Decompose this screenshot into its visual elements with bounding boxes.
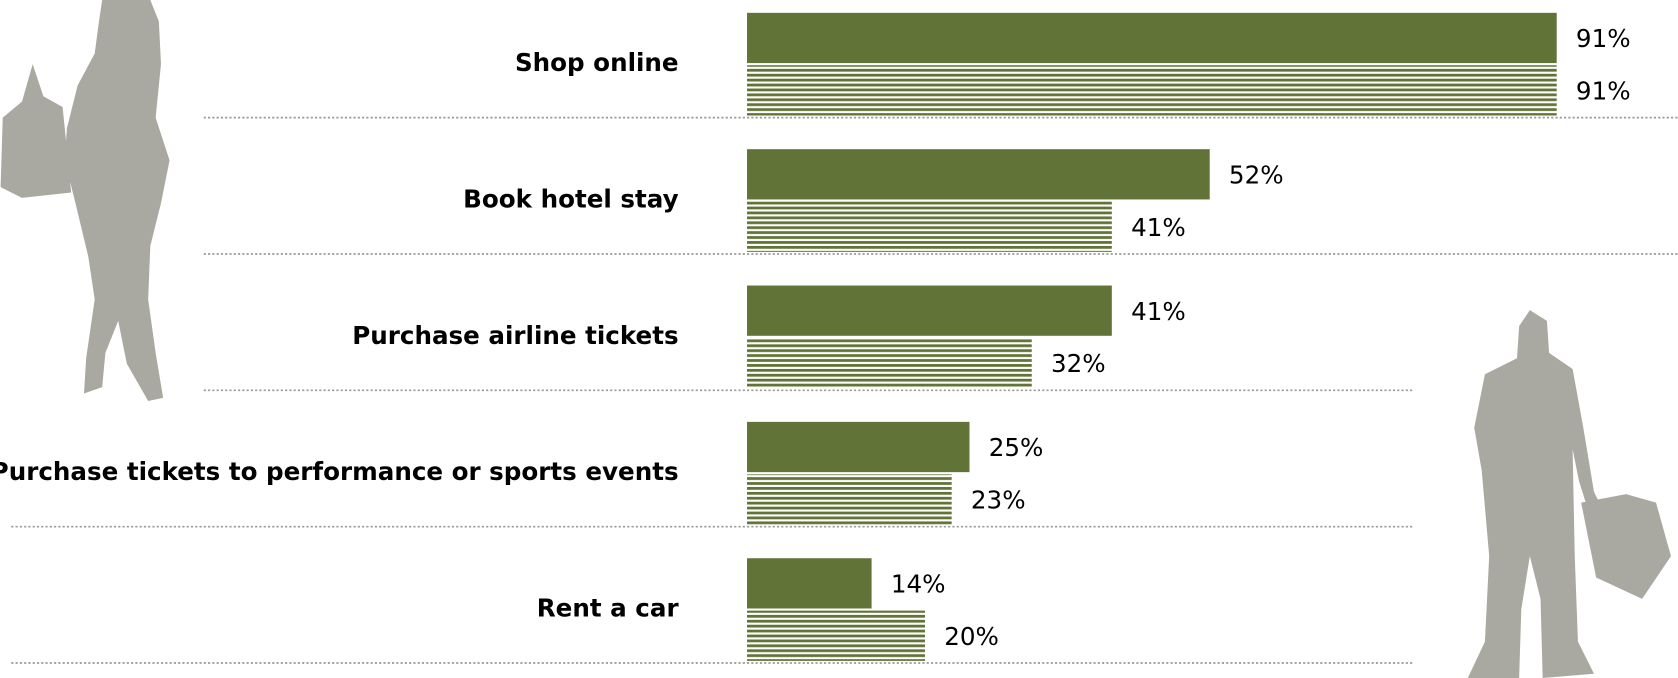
bar [747, 474, 952, 525]
value-label: 41% [1131, 297, 1186, 326]
bar [747, 12, 1557, 64]
value-label: 32% [1051, 349, 1106, 378]
value-label: 14% [891, 569, 946, 598]
man-silhouette [1467, 310, 1671, 678]
category-label: Purchase airline tickets [352, 321, 678, 350]
value-label: 91% [1576, 24, 1631, 53]
value-label: 23% [971, 486, 1026, 515]
value-label: 91% [1576, 77, 1631, 106]
bar [747, 285, 1112, 336]
category-label: Rent a car [537, 594, 680, 623]
bar [747, 201, 1112, 252]
value-label: 52% [1229, 160, 1284, 189]
bar [747, 421, 970, 473]
category-label: Purchase tickets to performance or sport… [0, 457, 679, 486]
bar [747, 558, 872, 609]
bar [747, 337, 1032, 389]
value-label: 20% [944, 622, 999, 651]
value-label: 41% [1131, 213, 1186, 242]
category-label: Shop online [515, 48, 679, 77]
bar [747, 65, 1557, 116]
value-label: 25% [989, 433, 1044, 462]
woman-silhouette [0, 0, 170, 402]
bar [747, 149, 1210, 200]
bar [747, 610, 925, 661]
category-label: Book hotel stay [463, 185, 678, 214]
